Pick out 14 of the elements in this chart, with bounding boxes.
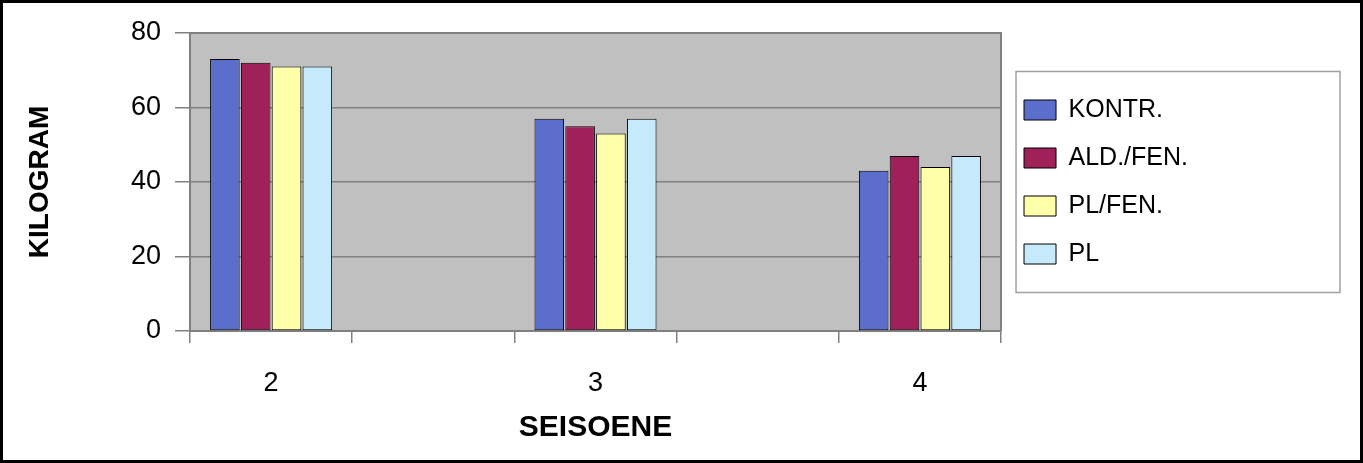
x-tick-label: 4 (912, 366, 928, 397)
y-axis-title: KILOGRAM (22, 105, 54, 259)
y-tick-label: 80 (130, 16, 161, 47)
x-tick-label: 3 (588, 366, 604, 397)
y-tick-label: 0 (145, 314, 161, 345)
legend-label: KONTR. (1068, 93, 1163, 122)
legend-label: ALD./FEN. (1068, 141, 1189, 170)
x-tick-label: 2 (263, 366, 279, 397)
x-axis-title: SEISOENE (518, 409, 673, 443)
y-tick-label: 60 (130, 90, 161, 121)
legend-label: PL (1068, 237, 1100, 266)
y-tick-label: 20 (130, 239, 161, 270)
y-tick-label: 40 (130, 165, 161, 196)
legend-label: PL/FEN. (1068, 189, 1164, 218)
